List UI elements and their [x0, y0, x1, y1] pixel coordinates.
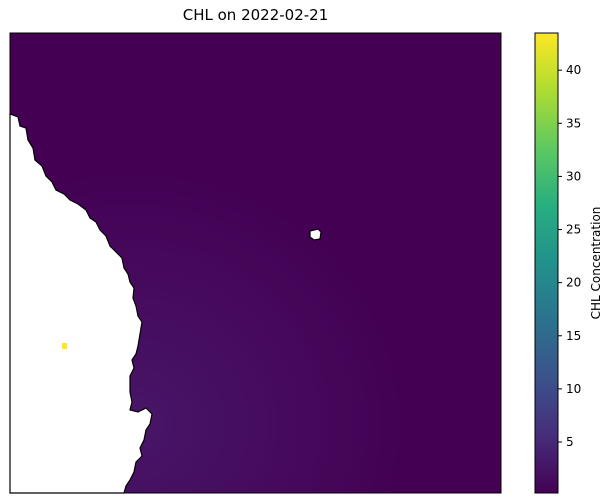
colorbar-tick-label: 40: [566, 63, 581, 77]
colorbar-tick-label: 25: [566, 223, 581, 237]
colorbar: 5 10 15 20 25 30 35 40 CHL Concentration: [534, 32, 603, 494]
colorbar-tick-label: 20: [566, 276, 581, 290]
colorbar-tick-label: 35: [566, 116, 581, 130]
colorbar-tick-label: 10: [566, 382, 581, 396]
colorbar-label: CHL Concentration: [589, 207, 603, 320]
map-frame: [9, 32, 502, 494]
colorbar-gradient: [534, 32, 559, 494]
colorbar-tick-label: 5: [566, 435, 574, 449]
colorbar-tick-label: 30: [566, 169, 581, 183]
island: [309, 228, 322, 241]
chart-title: CHL on 2022-02-21: [182, 6, 329, 24]
inland-anomaly-pixel: [62, 343, 67, 349]
land-mass: [9, 113, 153, 494]
colorbar-tick-label: 15: [566, 329, 581, 343]
map-panel: [9, 32, 502, 494]
